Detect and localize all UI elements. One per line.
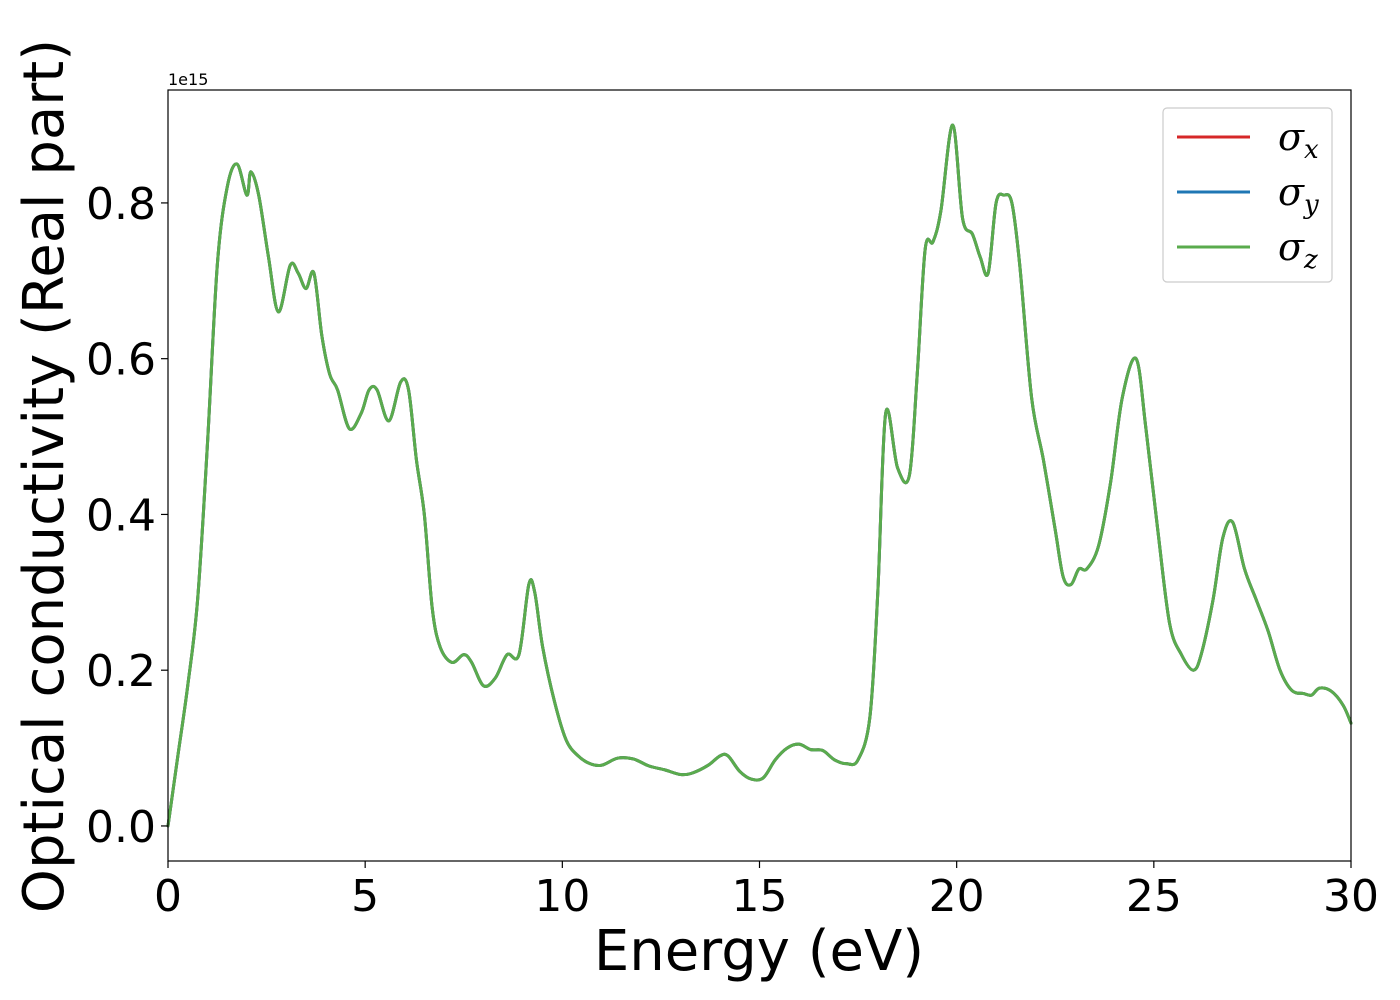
x-tick-label: 15	[732, 871, 788, 922]
y-offset-label: 1e15	[168, 70, 208, 89]
series-line-sigma-z	[166, 123, 1353, 828]
y-tick-label: 0.6	[86, 335, 156, 386]
y-tick-label: 0.0	[86, 802, 156, 853]
legend-label-sigma-x: σx	[1278, 115, 1319, 165]
y-axis: 0.0 0.2 0.4 0.6 0.8	[86, 179, 168, 853]
x-axis-title: Energy (eV)	[594, 919, 924, 984]
x-tick-label: 25	[1126, 871, 1182, 922]
x-tick-label: 5	[351, 871, 379, 922]
y-axis-title: Optical conductivity (Real part)	[12, 39, 77, 913]
x-tick-label: 10	[534, 871, 590, 922]
x-tick-label: 30	[1323, 871, 1379, 922]
legend-box	[1162, 107, 1333, 283]
y-tick-label: 0.8	[86, 179, 156, 230]
series-layer	[166, 123, 1353, 828]
y-tick-label: 0.4	[86, 490, 156, 541]
x-axis: 0 5 10 15 20 25 30	[154, 861, 1379, 922]
y-tick-label: 0.2	[86, 646, 156, 697]
x-tick-label: 0	[154, 871, 182, 922]
x-tick-label: 20	[929, 871, 985, 922]
